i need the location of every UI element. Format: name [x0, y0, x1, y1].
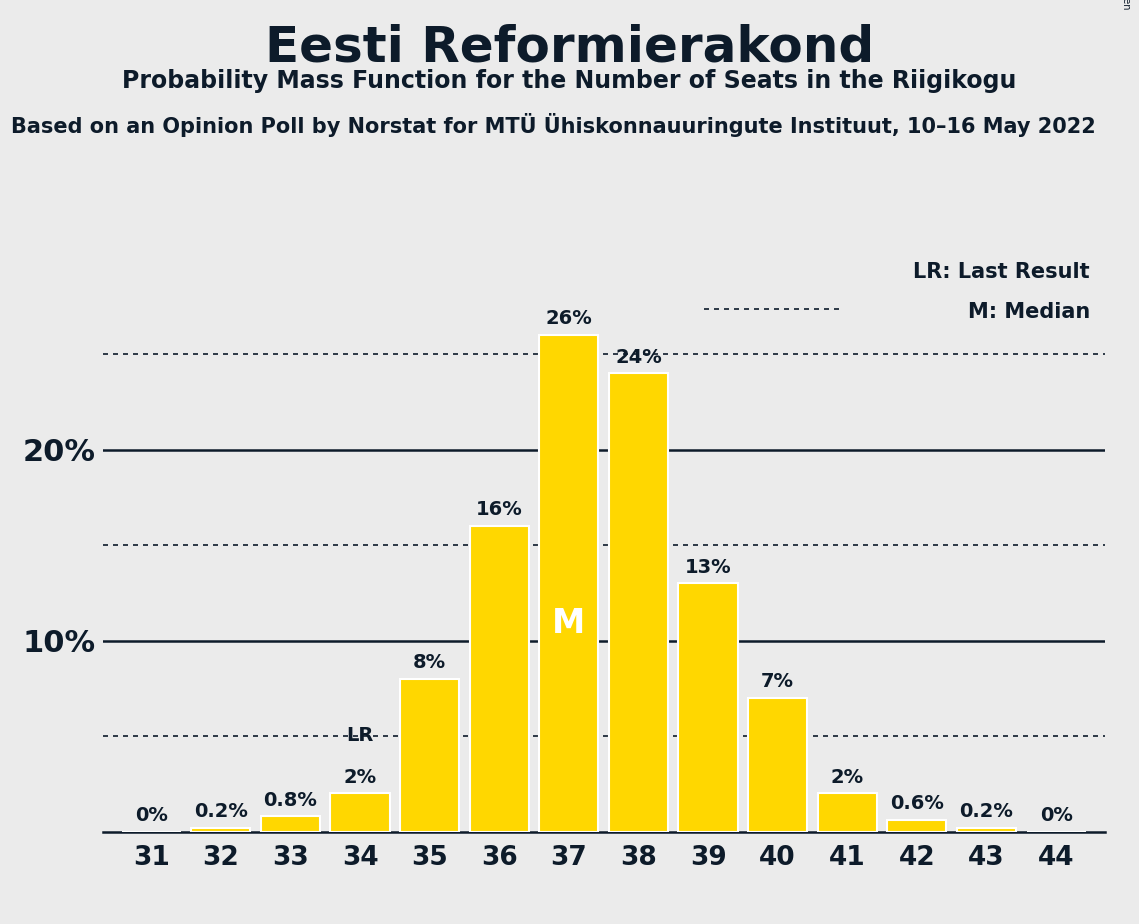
- Text: 2%: 2%: [830, 768, 863, 786]
- Text: 2%: 2%: [344, 768, 377, 786]
- Text: 0%: 0%: [1040, 806, 1073, 825]
- Text: 0.2%: 0.2%: [194, 802, 248, 821]
- Text: LR: Last Result: LR: Last Result: [913, 261, 1090, 282]
- Text: LR: LR: [346, 725, 374, 745]
- Bar: [887, 821, 947, 832]
- Bar: [609, 373, 669, 832]
- Text: M: M: [552, 606, 585, 639]
- Bar: [679, 583, 738, 832]
- Bar: [748, 698, 808, 832]
- Text: Probability Mass Function for the Number of Seats in the Riigikogu: Probability Mass Function for the Number…: [122, 69, 1017, 93]
- Bar: [191, 828, 251, 832]
- Text: 0.8%: 0.8%: [263, 791, 318, 809]
- Text: 8%: 8%: [413, 653, 446, 672]
- Text: 26%: 26%: [546, 310, 592, 328]
- Text: Eesti Reformierakond: Eesti Reformierakond: [265, 23, 874, 71]
- Text: 16%: 16%: [476, 501, 523, 519]
- Bar: [818, 794, 877, 832]
- Bar: [261, 816, 320, 832]
- Text: © 2022 Filip van Laenen: © 2022 Filip van Laenen: [1121, 0, 1131, 9]
- Text: 0%: 0%: [134, 806, 167, 825]
- Text: 24%: 24%: [615, 347, 662, 367]
- Text: 7%: 7%: [761, 673, 794, 691]
- Text: M: Median: M: Median: [967, 301, 1090, 322]
- Bar: [957, 828, 1016, 832]
- Text: 13%: 13%: [685, 558, 731, 577]
- Bar: [400, 679, 459, 832]
- Text: 0.2%: 0.2%: [959, 802, 1014, 821]
- Bar: [330, 794, 390, 832]
- Text: Based on an Opinion Poll by Norstat for MTÜ Ühiskonnauuringute Instituut, 10–16 : Based on an Opinion Poll by Norstat for …: [11, 113, 1096, 137]
- Bar: [539, 335, 598, 832]
- Text: 0.6%: 0.6%: [890, 795, 944, 813]
- Bar: [469, 526, 528, 832]
